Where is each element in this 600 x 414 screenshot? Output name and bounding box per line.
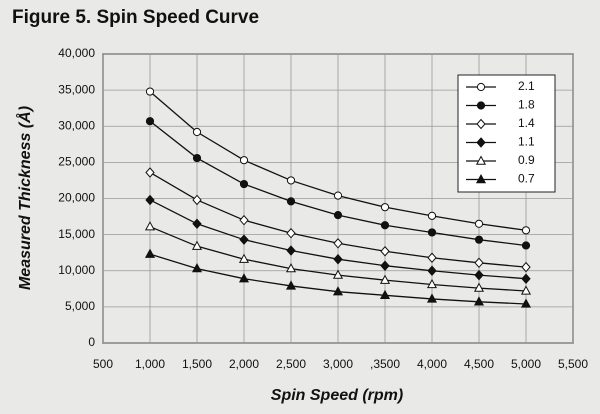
marker [286, 176, 296, 185]
marker [474, 235, 484, 244]
x-tick-label: 4,000 [417, 357, 447, 371]
y-tick-label: 25,000 [58, 155, 95, 169]
y-tick-label: 20,000 [58, 191, 95, 205]
marker [473, 296, 485, 306]
marker [239, 156, 249, 165]
legend-marker [476, 137, 486, 148]
legend-label: 1.1 [518, 135, 535, 149]
y-tick-label: 0 [88, 335, 95, 349]
marker [285, 280, 297, 290]
marker [380, 203, 390, 212]
marker [145, 194, 155, 206]
legend-marker [476, 101, 486, 110]
marker [191, 263, 203, 273]
chart-title: Figure 5. Spin Speed Curve [12, 7, 259, 28]
legend-label: 2.1 [518, 79, 535, 93]
marker [238, 253, 250, 263]
marker [520, 285, 532, 295]
marker [474, 257, 484, 269]
marker [144, 248, 156, 258]
y-tick-label: 5,000 [65, 299, 95, 313]
marker [426, 278, 438, 289]
marker [427, 211, 437, 220]
y-tick-label: 30,000 [58, 118, 95, 132]
legend-label: 1.8 [518, 98, 535, 112]
x-tick-label: 5,500 [558, 357, 588, 371]
marker [192, 218, 202, 230]
marker [427, 228, 437, 237]
legend-label: 0.9 [518, 153, 535, 167]
marker [380, 221, 390, 230]
legend-label: 0.7 [518, 172, 535, 186]
x-axis-label: Spin Speed (rpm) [271, 387, 403, 404]
marker [333, 238, 343, 249]
marker [191, 240, 203, 250]
marker [238, 273, 250, 283]
x-tick-label: ,3500 [370, 357, 400, 371]
legend-marker [476, 118, 486, 130]
marker [286, 227, 296, 239]
marker [239, 179, 249, 189]
legend-marker [475, 155, 487, 165]
legend-box [457, 74, 556, 193]
marker [473, 282, 485, 292]
marker [380, 260, 390, 271]
marker [474, 269, 484, 281]
y-axis-label: Measured Thickness (Å) [15, 106, 34, 290]
marker [285, 263, 297, 273]
marker [145, 167, 155, 178]
marker [380, 245, 390, 257]
legend-marker [475, 173, 487, 184]
marker [145, 117, 155, 126]
marker [192, 127, 202, 137]
marker [521, 261, 531, 273]
marker [521, 226, 531, 235]
marker [521, 273, 531, 284]
marker [286, 245, 296, 256]
y-tick-label: 10,000 [58, 263, 95, 277]
marker [192, 153, 202, 163]
marker [426, 293, 438, 303]
marker [427, 265, 437, 277]
marker [521, 241, 531, 250]
marker [145, 87, 155, 96]
marker [333, 211, 343, 220]
marker [332, 286, 344, 296]
marker [379, 274, 391, 284]
y-tick-label: 35,000 [58, 82, 95, 96]
marker [379, 289, 391, 300]
y-tick-label: 15,000 [58, 227, 95, 241]
marker [332, 269, 344, 279]
legend-label: 1.4 [518, 116, 535, 130]
x-tick-label: 1,000 [135, 357, 165, 371]
x-tick-label: 2,000 [229, 357, 259, 371]
x-tick-label: 5,000 [511, 357, 541, 371]
marker [192, 194, 202, 206]
marker [239, 214, 249, 226]
marker [520, 298, 532, 308]
marker [333, 191, 343, 200]
x-tick-label: 1,500 [182, 357, 212, 371]
legend-marker [476, 82, 486, 92]
x-tick-label: 2,500 [276, 357, 306, 371]
marker [333, 253, 343, 265]
marker [286, 197, 296, 206]
marker [474, 219, 484, 228]
y-tick-label: 40,000 [58, 46, 95, 60]
x-tick-label: 3,000 [323, 357, 353, 371]
marker [427, 252, 437, 263]
x-tick-label: 500 [93, 357, 113, 371]
x-tick-label: 4,500 [464, 357, 494, 371]
marker [144, 221, 156, 231]
marker [239, 234, 249, 245]
